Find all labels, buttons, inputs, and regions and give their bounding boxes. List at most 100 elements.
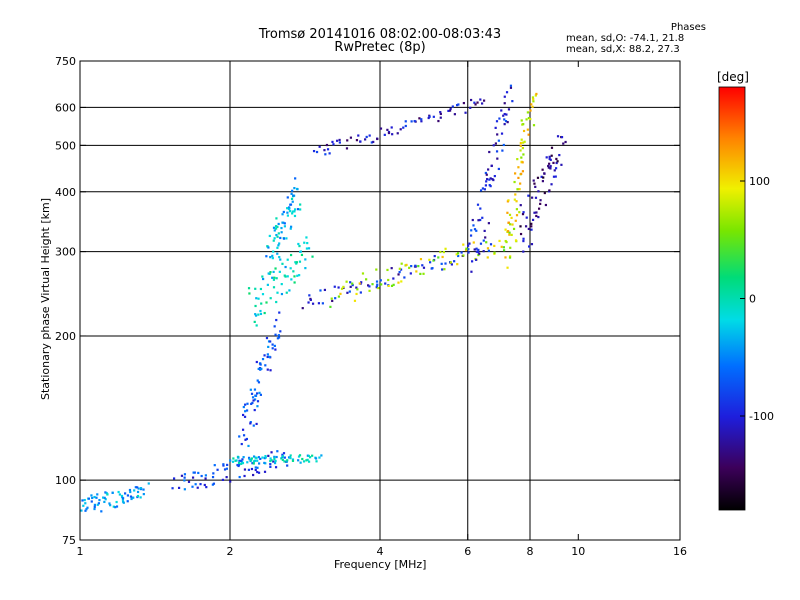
data-point: [457, 254, 460, 258]
data-point: [392, 283, 395, 286]
data-point: [93, 507, 96, 511]
data-point: [360, 281, 363, 284]
data-point: [307, 247, 311, 250]
data-point: [257, 471, 261, 474]
data-point: [483, 229, 486, 233]
data-point: [333, 285, 336, 288]
data-point: [291, 458, 295, 461]
y-tick-label: 100: [55, 474, 76, 487]
data-point: [270, 451, 273, 454]
data-point: [375, 285, 379, 288]
data-point: [133, 489, 136, 492]
data-point: [296, 208, 300, 211]
data-point: [252, 473, 255, 477]
data-point: [404, 124, 407, 128]
data-point: [518, 188, 521, 191]
data-point: [441, 255, 444, 259]
data-point: [387, 278, 390, 282]
data-point: [537, 190, 540, 193]
data-point: [399, 268, 403, 271]
data-point: [258, 362, 262, 365]
data-point: [117, 490, 120, 494]
data-point: [358, 282, 361, 285]
data-point: [237, 464, 240, 468]
data-point: [254, 466, 257, 469]
data-point: [109, 504, 112, 507]
data-point: [256, 459, 259, 462]
data-point: [483, 188, 486, 191]
data-point: [555, 157, 558, 161]
data-point: [282, 210, 285, 214]
data-point: [286, 196, 289, 199]
data-point: [485, 173, 488, 176]
data-point: [307, 301, 310, 304]
data-point: [290, 192, 293, 195]
data-point: [439, 112, 442, 116]
data-point: [506, 266, 509, 269]
data-point: [477, 253, 480, 257]
x-label: mean, sd,X:: [566, 44, 626, 55]
data-point: [338, 138, 341, 142]
data-point: [111, 491, 114, 494]
data-point: [524, 225, 528, 228]
data-point: [298, 454, 302, 457]
data-point: [479, 218, 482, 222]
chart-title: Tromsø 20141016 08:02:00-08:03:43: [258, 27, 502, 42]
data-point: [260, 302, 263, 305]
data-point: [531, 196, 534, 199]
data-point: [134, 486, 137, 489]
data-point: [488, 178, 491, 181]
data-point: [319, 289, 322, 292]
data-point: [368, 285, 371, 288]
data-point: [247, 468, 251, 471]
data-point: [273, 457, 276, 461]
data-point: [318, 456, 321, 459]
data-point: [300, 253, 304, 257]
data-point: [427, 116, 430, 120]
data-point: [490, 164, 493, 167]
y-tick-label: 300: [55, 246, 76, 259]
data-point: [399, 128, 402, 131]
data-point: [553, 169, 556, 172]
data-point: [232, 457, 235, 460]
data-point: [560, 136, 564, 139]
data-point: [259, 309, 262, 313]
data-point: [269, 465, 272, 469]
data-point: [237, 461, 241, 464]
data-point: [259, 287, 263, 291]
data-point: [269, 256, 272, 259]
phase-stats: Phases mean, sd,O: -74.1, 21.8 mean, sd,…: [566, 22, 748, 55]
data-point: [470, 260, 474, 263]
data-point: [355, 139, 359, 142]
data-point: [269, 457, 272, 460]
data-point: [259, 457, 262, 460]
data-point: [256, 466, 259, 469]
data-point: [288, 210, 292, 213]
data-point: [329, 305, 332, 308]
data-point: [421, 264, 424, 267]
data-point: [334, 297, 337, 300]
data-point: [197, 471, 200, 475]
data-point: [102, 496, 105, 499]
data-point: [286, 459, 289, 462]
data-point: [104, 498, 107, 501]
data-point: [273, 344, 276, 348]
data-point: [251, 401, 254, 405]
data-point: [404, 120, 407, 123]
data-point: [129, 495, 133, 498]
data-point: [240, 442, 243, 446]
data-point: [357, 134, 360, 137]
data-point: [254, 394, 258, 397]
x-tick-label: 10: [571, 545, 585, 558]
data-point: [84, 502, 87, 505]
data-point: [82, 504, 85, 507]
data-point: [493, 251, 496, 254]
data-point: [298, 244, 301, 248]
data-point: [508, 233, 511, 236]
data-point: [415, 270, 418, 273]
data-point: [521, 146, 524, 150]
data-point: [106, 493, 109, 496]
data-point: [253, 388, 257, 391]
data-point: [519, 232, 523, 236]
data-point: [537, 215, 540, 219]
